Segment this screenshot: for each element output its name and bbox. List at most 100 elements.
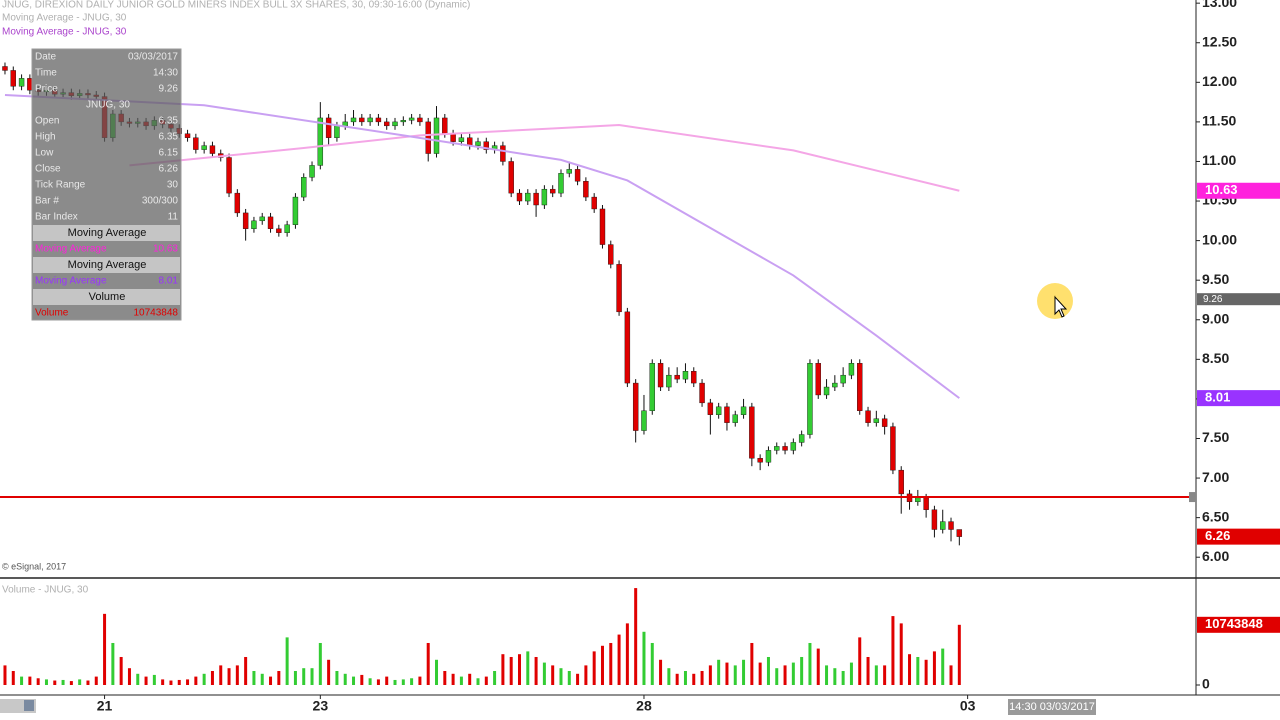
y-tick-label: 6.50 (1202, 508, 1229, 524)
volume-bar (883, 665, 887, 685)
candle-body (392, 121, 398, 127)
y-tick-label: 9.00 (1202, 310, 1229, 326)
candle-body (948, 521, 954, 530)
volume-bar (501, 654, 505, 685)
chart-title: JNUG, DIREXION DAILY JUNIOR GOLD MINERS … (2, 0, 470, 11)
volume-bar (186, 679, 190, 685)
volume-bar (136, 673, 140, 685)
volume-bar (949, 665, 953, 685)
candle-body (267, 216, 274, 229)
candle-body (334, 125, 340, 138)
candle-body (649, 363, 655, 411)
volume-bar (3, 665, 7, 685)
candle-body (417, 117, 423, 123)
volume-bar (426, 642, 430, 685)
volume-bar (418, 676, 422, 685)
candle-body (740, 406, 747, 415)
volume-bar (11, 670, 15, 685)
candle-body (433, 117, 440, 154)
ma-badge: 8.01 (1205, 390, 1230, 405)
candle-body (549, 188, 556, 194)
volume-bar (833, 668, 837, 685)
volume-bar (858, 637, 862, 685)
data-window-value: 6.26 (159, 164, 179, 175)
volume-bar (435, 659, 439, 685)
candle-body (881, 418, 888, 427)
volume-bar (924, 659, 928, 685)
y-tick-label: 12.00 (1202, 73, 1237, 89)
volume-bar (642, 631, 646, 685)
volume-bar (269, 676, 273, 685)
volume-bar (659, 659, 663, 685)
data-window-label: Price (35, 84, 58, 95)
volume-bar (559, 668, 563, 685)
candle-body (516, 192, 523, 202)
volume-bar (194, 676, 198, 685)
data-window-value: 03/03/2017 (128, 52, 178, 63)
candle-body (749, 406, 755, 459)
x-tick-label: 23 (313, 698, 329, 714)
candle-body (259, 216, 265, 222)
candle-body (251, 220, 257, 229)
volume-bar (791, 662, 795, 685)
volume-bar (44, 679, 48, 685)
volume-bar (700, 670, 704, 685)
last-price-badge: 6.26 (1205, 528, 1230, 543)
candle-body (774, 446, 780, 451)
data-window-header-bg (33, 225, 180, 241)
volume-bar (526, 651, 530, 685)
candle-body (400, 120, 407, 123)
data-window-study: Volume (35, 308, 69, 319)
data-window-label: Close (35, 164, 61, 175)
volume-bar (36, 678, 40, 685)
volume-bar (393, 679, 397, 685)
volume-bar (542, 662, 546, 685)
volume-bar (376, 679, 380, 685)
candle-body (184, 133, 191, 138)
volume-bar (908, 654, 912, 685)
y-tick-label: 13.00 (1202, 0, 1237, 10)
candle-body (458, 137, 465, 142)
candle-body (674, 374, 680, 380)
candle-body (815, 363, 821, 396)
volume-bar (443, 670, 447, 685)
data-window-label: Open (35, 116, 59, 127)
y-tick-label: 10.00 (1202, 231, 1237, 247)
volume-bar (957, 624, 961, 685)
data-window-value: 6.35 (159, 132, 179, 143)
candle-body (325, 117, 332, 138)
volume-bar (385, 676, 389, 685)
volume-bar (127, 668, 131, 685)
volume-bar (849, 662, 853, 685)
candle-body (558, 173, 564, 194)
candle-body (442, 117, 448, 134)
volume-bar (293, 670, 297, 685)
volume-bar (891, 616, 895, 685)
candle-body (608, 244, 614, 265)
candle-body (931, 509, 938, 530)
volume-bar (152, 674, 156, 685)
toolbar-icon[interactable] (24, 700, 34, 711)
data-window-header: Moving Average (68, 227, 147, 239)
volume-bar (766, 656, 770, 685)
candle-body (574, 169, 581, 182)
study-label: Moving Average - JNUG, 30 (2, 13, 127, 24)
moving-average-line (129, 124, 960, 192)
volume-bar (451, 673, 455, 685)
volume-bar (302, 668, 306, 685)
volume-bar (169, 680, 173, 685)
volume-bar (244, 656, 248, 685)
volume-bar (725, 662, 729, 685)
cursor-price-bg (1197, 293, 1280, 306)
data-window-study-value: 10.63 (153, 244, 178, 255)
data-window-study-value: 8.01 (159, 276, 179, 287)
volume-bar (783, 665, 787, 685)
last-price-badge-bg (1197, 528, 1280, 545)
candle-body (624, 311, 631, 384)
volume-bar (899, 623, 903, 685)
y-tick-label: 7.50 (1202, 429, 1229, 445)
volume-bar (476, 678, 480, 685)
volume-bar (277, 670, 281, 685)
volume-badge-bg (1197, 616, 1280, 633)
